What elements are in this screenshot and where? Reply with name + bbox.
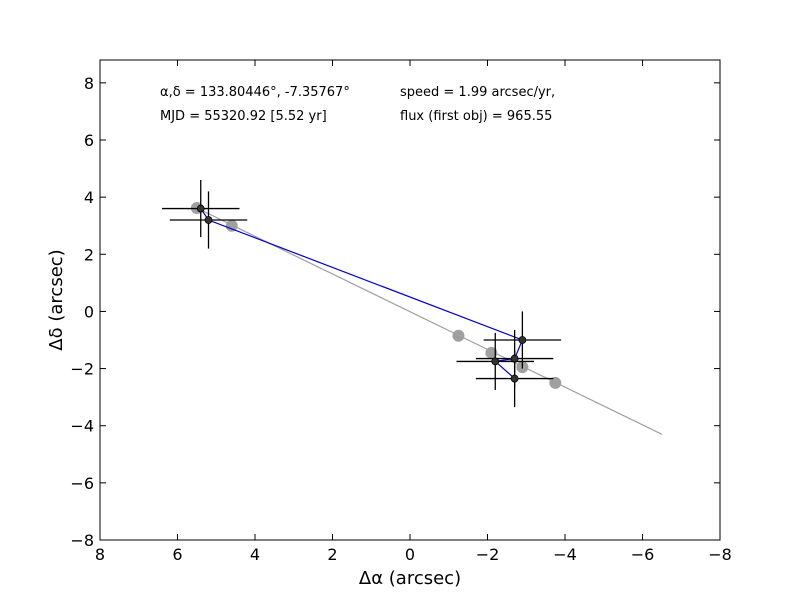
y-tick-label: −8 bbox=[70, 531, 94, 550]
x-tick-label: 2 bbox=[327, 545, 337, 564]
observed-point bbox=[204, 216, 213, 224]
y-tick-label: 6 bbox=[84, 131, 94, 150]
y-tick-label: −6 bbox=[70, 474, 94, 493]
y-tick-label: 0 bbox=[84, 302, 94, 321]
model-point bbox=[549, 376, 562, 389]
annotation-flux: flux (first obj) = 965.55 bbox=[400, 109, 552, 124]
observed-point bbox=[510, 354, 519, 363]
x-tick-label: −8 bbox=[708, 545, 732, 564]
y-tick-label: 2 bbox=[84, 245, 94, 264]
annotation-speed: speed = 1.99 arcsec/yr, bbox=[400, 85, 555, 100]
x-axis-label: Δα (arcsec) bbox=[359, 568, 461, 589]
model-point bbox=[452, 329, 465, 342]
y-tick-label: 4 bbox=[84, 188, 94, 207]
x-tick-label: 6 bbox=[172, 545, 182, 564]
model-point bbox=[485, 346, 498, 359]
observed-point bbox=[196, 204, 205, 213]
x-tick-label: 0 bbox=[405, 545, 415, 564]
observed-point bbox=[518, 336, 527, 344]
annotation-mjd: MJD = 55320.92 [5.52 yr] bbox=[160, 109, 327, 124]
annotation-coords: α,δ = 133.80446°, -7.35767° bbox=[160, 85, 350, 100]
x-tick-label: −4 bbox=[553, 545, 577, 564]
tick-layer: 8 6 4 2 0 −2 −4 −6 −8 −8 −6 −4 −2 0 2 4 6 8 bbox=[70, 60, 732, 564]
x-tick-label: 8 bbox=[95, 545, 105, 564]
model-point bbox=[225, 219, 238, 232]
y-tick-label: −4 bbox=[70, 417, 94, 436]
y-tick-label: 8 bbox=[84, 74, 94, 93]
x-tick-label: 4 bbox=[250, 545, 260, 564]
observed-point bbox=[491, 357, 500, 366]
plot-area bbox=[100, 60, 720, 540]
x-tick-label: −6 bbox=[631, 545, 655, 564]
y-axis-label: Δδ (arcsec) bbox=[46, 249, 67, 350]
x-tick-label: −2 bbox=[476, 545, 500, 564]
observed-layer bbox=[162, 180, 562, 408]
observed-point bbox=[510, 374, 519, 383]
y-tick-label: −2 bbox=[70, 360, 94, 379]
